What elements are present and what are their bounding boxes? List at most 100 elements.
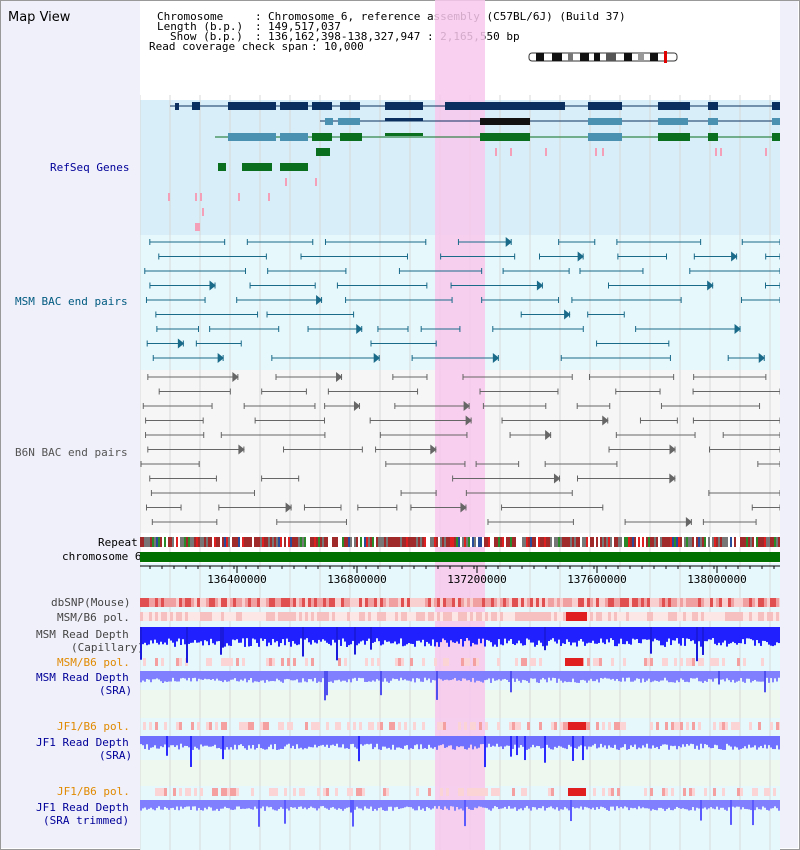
heat-cell — [476, 658, 479, 666]
heat-cell — [464, 722, 467, 730]
depth-bar — [370, 800, 372, 807]
depth-bar — [248, 671, 250, 681]
depth-bar — [310, 627, 312, 645]
depth-bar — [364, 627, 366, 645]
depth-bar — [488, 736, 490, 744]
depth-bar — [174, 736, 176, 747]
depth-bar — [600, 736, 602, 744]
depth-bar — [170, 800, 172, 809]
chromosome-ideogram[interactable] — [528, 51, 680, 63]
depth-bar — [286, 627, 288, 639]
depth-bar — [512, 671, 514, 679]
depth-bar — [766, 800, 768, 810]
depth-bar — [398, 671, 400, 681]
depth-bar — [360, 671, 362, 679]
track-label-msm-read-depth-sra[interactable]: MSM Read Depth — [36, 671, 129, 684]
depth-bar — [256, 736, 258, 748]
heat-cell — [431, 598, 434, 607]
depth-bar — [424, 627, 426, 647]
repeat-segment — [522, 537, 524, 547]
heat-cell — [314, 722, 317, 730]
depth-bar — [522, 671, 524, 680]
depth-bar — [362, 800, 364, 811]
depth-spike — [464, 800, 466, 827]
heat-cell — [470, 722, 473, 730]
heat-cell — [497, 658, 500, 666]
repeat-segment — [418, 537, 420, 547]
heat-cell — [494, 598, 497, 607]
repeat-track — [140, 537, 780, 547]
heat-cell — [542, 598, 545, 607]
track-label-msm-bac[interactable]: MSM BAC end pairs — [15, 295, 128, 308]
depth-bar — [184, 800, 186, 808]
depth-bar — [164, 736, 166, 745]
msm-bac-end-pairs — [144, 236, 780, 364]
depth-bar — [412, 627, 414, 645]
heat-cell — [635, 612, 638, 621]
depth-bar — [636, 627, 638, 640]
repeat-segment — [566, 537, 568, 547]
track-label-refseq[interactable]: RefSeq Genes — [50, 161, 130, 174]
end-marker — [373, 352, 380, 364]
depth-bar — [378, 800, 380, 808]
depth-bar — [272, 671, 274, 681]
heat-cell — [431, 612, 434, 621]
heat-cell — [605, 598, 608, 607]
heat-cell — [281, 612, 284, 621]
track-label-jf1-read-depth-trimmed[interactable]: JF1 Read Depth — [36, 801, 129, 814]
repeat-segment — [488, 537, 490, 547]
track-label-msm-read-depth-capillary[interactable]: MSM Read Depth — [36, 628, 129, 641]
depth-bar — [388, 671, 390, 683]
heat-cell — [410, 598, 413, 607]
depth-bar — [644, 671, 646, 683]
depth-bar — [508, 736, 510, 746]
depth-bar — [744, 627, 746, 645]
heat-cell — [728, 598, 731, 607]
heat-cell — [644, 658, 647, 666]
depth-bar — [698, 627, 700, 642]
repeat-segment — [142, 537, 144, 547]
depth-bar — [394, 736, 396, 750]
heat-cell — [506, 612, 509, 621]
depth-bar — [194, 800, 196, 807]
depth-bar — [248, 800, 250, 809]
depth-bar — [698, 800, 700, 809]
track-label-jf1-b6-pol-2[interactable]: JF1/B6 pol. — [57, 785, 130, 798]
depth-bar — [638, 671, 640, 679]
repeat-segment — [682, 537, 684, 547]
heat-cell — [227, 658, 230, 666]
repeat-segment — [340, 537, 342, 547]
depth-bar — [574, 671, 576, 683]
depth-bar — [548, 627, 550, 642]
heat-cell — [764, 612, 767, 621]
depth-bar — [690, 800, 692, 811]
depth-bar — [218, 800, 220, 811]
depth-bar — [698, 671, 700, 682]
heat-cell — [764, 598, 767, 607]
heat-cell — [656, 612, 659, 621]
heat-cell — [143, 612, 146, 621]
heat-cell — [398, 612, 401, 621]
depth-bar — [420, 671, 422, 682]
depth-bar — [220, 736, 222, 750]
track-label-jf1-b6-pol[interactable]: JF1/B6 pol. — [57, 720, 130, 733]
heat-cell — [206, 598, 209, 607]
track-label-jf1-read-depth-sra[interactable]: JF1 Read Depth — [36, 736, 129, 749]
track-label-b6n-bac[interactable]: B6N BAC end pairs — [15, 446, 128, 459]
depth-bar — [450, 800, 452, 807]
heat-cell — [770, 598, 773, 607]
repeat-segment — [290, 537, 292, 547]
track-label-dbsnp[interactable]: dbSNP(Mouse) — [51, 596, 131, 609]
heat-cell — [569, 612, 572, 621]
track-label-msm-b6-pol[interactable]: MSM/B6 pol. — [57, 611, 130, 624]
depth-bar — [716, 736, 718, 746]
track-label-msm-b6-pol-2[interactable]: MSM/B6 pol. — [57, 656, 130, 669]
heat-cell — [422, 612, 425, 621]
depth-bar — [536, 671, 538, 683]
genome-track-canvas[interactable]: 136400000 136800000 137200000 137600000 … — [140, 0, 780, 850]
heat-cell — [335, 788, 338, 796]
heat-cell — [248, 722, 251, 730]
depth-bar — [596, 627, 598, 644]
depth-bar — [576, 736, 578, 749]
track-label-repeat[interactable]: Repeat — [98, 536, 138, 549]
